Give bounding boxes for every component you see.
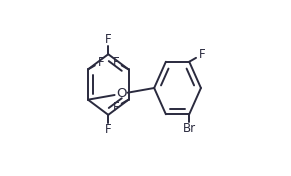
Text: F: F [112,100,119,114]
Text: F: F [112,55,119,68]
Text: F: F [97,55,104,68]
Text: F: F [105,33,111,46]
Text: F: F [199,48,205,61]
Text: Br: Br [183,122,196,136]
Text: O: O [116,87,126,100]
Text: F: F [105,123,111,136]
